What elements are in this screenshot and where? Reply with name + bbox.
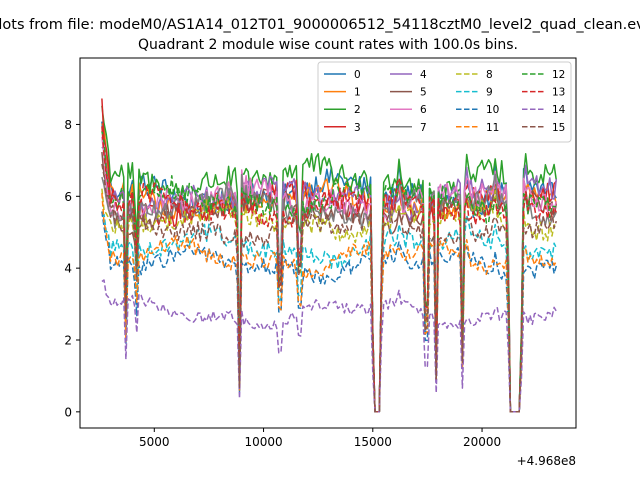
y-tick-label: 4 bbox=[64, 262, 72, 276]
series-line-14 bbox=[101, 279, 557, 413]
legend-label-10: 10 bbox=[486, 104, 499, 116]
legend-label-11: 11 bbox=[486, 122, 499, 134]
legend-label-6: 6 bbox=[420, 104, 427, 116]
legend-label-7: 7 bbox=[420, 122, 427, 134]
series-line-11 bbox=[101, 193, 557, 413]
y-tick-label: 8 bbox=[64, 118, 72, 132]
series-line-8 bbox=[101, 188, 557, 413]
legend-label-1: 1 bbox=[354, 87, 361, 99]
legend-label-15: 15 bbox=[552, 122, 565, 134]
y-axis: 0 2 4 6 8 bbox=[64, 118, 80, 419]
legend-label-5: 5 bbox=[420, 87, 427, 99]
series-line-12 bbox=[101, 131, 557, 413]
figure-suptitle: Plots from file: modeM0/AS1A14_012T01_90… bbox=[0, 17, 640, 33]
x-offset-text: +4.968e8 bbox=[517, 454, 576, 468]
series-line-15 bbox=[101, 163, 558, 413]
x-tick-label: 20000 bbox=[463, 435, 501, 449]
x-tick-label: 5000 bbox=[139, 435, 170, 449]
legend-label-9: 9 bbox=[486, 87, 493, 99]
y-tick-label: 2 bbox=[64, 333, 72, 347]
legend-label-12: 12 bbox=[552, 69, 565, 81]
series-line-7 bbox=[101, 173, 557, 413]
legend-box bbox=[317, 61, 572, 143]
axes-frame bbox=[79, 57, 577, 429]
legend-label-0: 0 bbox=[354, 69, 361, 81]
series-line-10 bbox=[101, 211, 558, 413]
x-tick-label: 15000 bbox=[354, 435, 392, 449]
legend-label-14: 14 bbox=[552, 104, 566, 116]
y-tick-label: 6 bbox=[64, 190, 72, 204]
legend-label-8: 8 bbox=[486, 69, 493, 81]
legend-label-4: 4 bbox=[420, 69, 427, 81]
legend-label-2: 2 bbox=[354, 104, 361, 116]
x-axis: 5000 10000 15000 20000 bbox=[139, 428, 501, 449]
x-tick-label: 10000 bbox=[244, 435, 282, 449]
y-tick-label: 0 bbox=[64, 405, 72, 419]
series-line-13 bbox=[101, 126, 557, 413]
legend-label-13: 13 bbox=[552, 87, 565, 99]
legend-label-3: 3 bbox=[354, 122, 361, 134]
series-layer bbox=[101, 98, 558, 413]
axes-title: Quadrant 2 module wise count rates with … bbox=[138, 37, 518, 53]
